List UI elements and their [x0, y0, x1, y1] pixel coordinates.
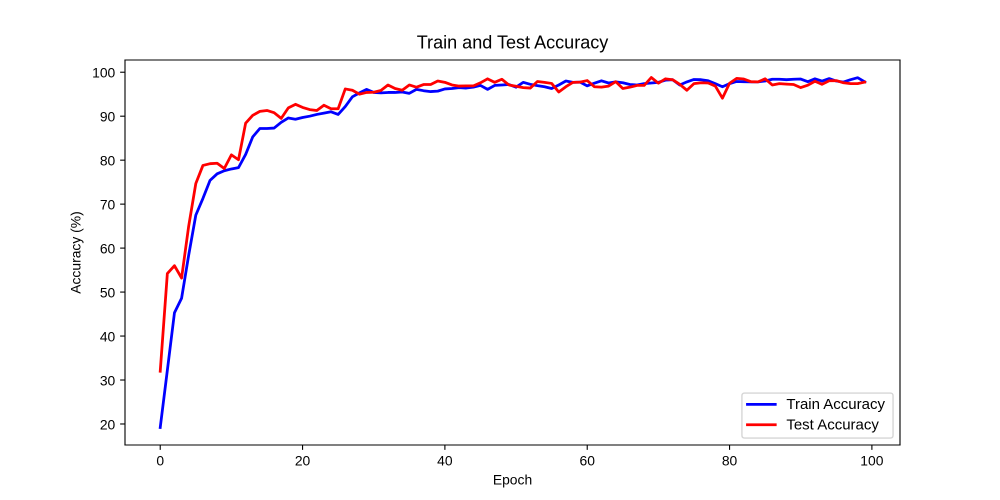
svg-text:80: 80: [722, 452, 738, 468]
svg-text:20: 20: [295, 452, 311, 468]
svg-text:50: 50: [100, 284, 116, 300]
svg-text:Train and Test Accuracy: Train and Test Accuracy: [417, 32, 609, 52]
svg-text:60: 60: [580, 452, 596, 468]
svg-text:90: 90: [100, 108, 116, 124]
svg-text:40: 40: [100, 328, 116, 344]
svg-text:60: 60: [100, 240, 116, 256]
svg-text:0: 0: [156, 452, 164, 468]
svg-text:80: 80: [100, 152, 116, 168]
svg-text:30: 30: [100, 372, 116, 388]
svg-text:Accuracy (%): Accuracy (%): [67, 211, 83, 293]
svg-text:100: 100: [860, 452, 883, 468]
svg-text:Epoch: Epoch: [493, 471, 532, 487]
svg-text:Test Accuracy: Test Accuracy: [786, 417, 879, 434]
svg-text:Train Accuracy: Train Accuracy: [786, 396, 885, 413]
svg-text:100: 100: [92, 65, 115, 81]
svg-text:70: 70: [100, 196, 116, 212]
svg-text:20: 20: [100, 416, 116, 432]
svg-text:40: 40: [437, 452, 453, 468]
